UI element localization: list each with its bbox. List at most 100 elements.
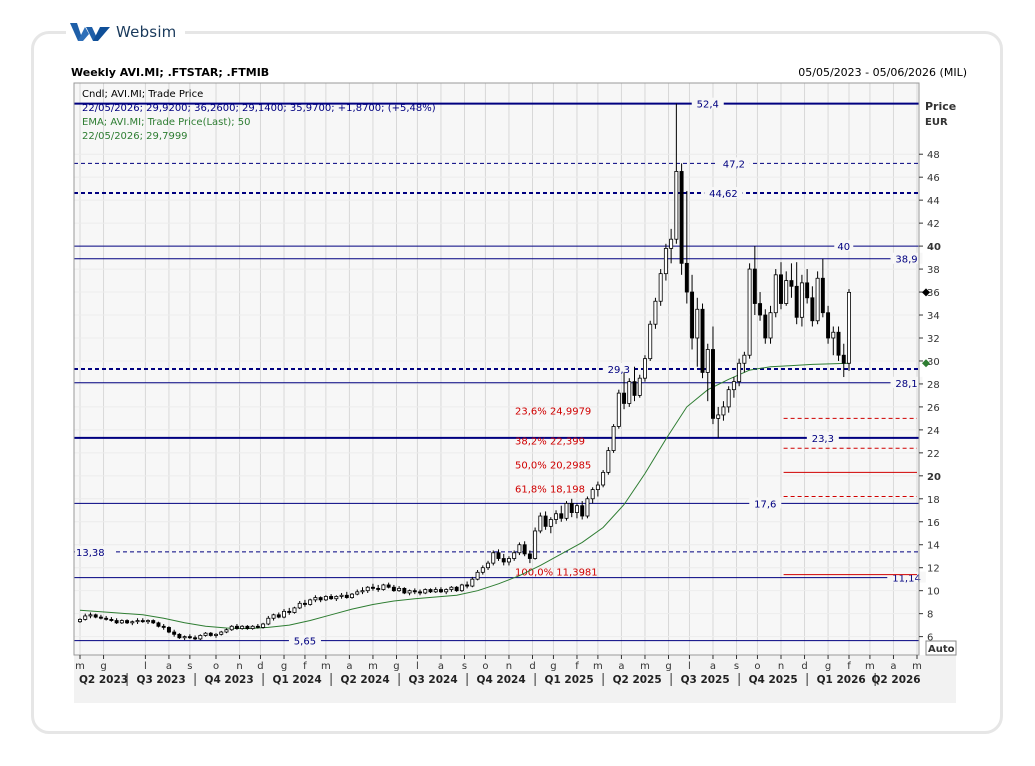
- level-label: 52,4: [697, 100, 719, 111]
- level-label: 47,2: [723, 159, 745, 170]
- candle-body: [595, 484, 600, 491]
- candle-body: [370, 586, 375, 589]
- candle-body: [151, 620, 156, 624]
- candle-body: [512, 552, 517, 559]
- level-label: 13,38: [76, 548, 105, 559]
- x-quarter-label: Q4 2025: [749, 674, 798, 686]
- candle-body: [255, 625, 260, 628]
- y-axis-title: Price: [925, 100, 956, 113]
- y-tick-label: 12: [927, 564, 940, 575]
- auto-button-box: [925, 640, 957, 656]
- y-tick-label: 6: [927, 633, 933, 644]
- candle-body: [187, 636, 192, 639]
- candle-body: [376, 587, 381, 590]
- candle-body: [350, 593, 354, 598]
- candle-body: [606, 450, 611, 473]
- level-label-bg: [717, 157, 750, 169]
- candle-body: [737, 362, 742, 383]
- level-label-bg: [834, 240, 854, 252]
- level-label-bg: [288, 634, 321, 646]
- candle-body: [768, 312, 773, 339]
- level-label-bg: [602, 363, 635, 374]
- candle-body: [292, 607, 297, 613]
- candle-body: [684, 262, 689, 293]
- x-month-label: a: [890, 661, 896, 672]
- level-label-bg: [890, 252, 923, 264]
- x-month-label: a: [438, 661, 444, 672]
- x-month-label: l: [688, 661, 691, 672]
- candle-body: [240, 625, 245, 629]
- candle-body: [543, 515, 548, 527]
- candle-body: [470, 578, 475, 587]
- x-quarter-label: Q2 2025: [613, 674, 662, 686]
- candle-body: [711, 349, 715, 419]
- candle-body: [454, 586, 459, 592]
- candle-body: [805, 282, 810, 299]
- candle-body: [554, 513, 559, 520]
- x-month-label: n: [236, 661, 242, 672]
- y-tick-label: 44: [927, 196, 940, 207]
- x-month-label: s: [734, 661, 739, 672]
- y-tick-label: 24: [927, 426, 940, 437]
- candle-body: [517, 544, 522, 554]
- candle-body: [88, 614, 93, 617]
- candle-body: [752, 268, 757, 304]
- candle-body: [533, 530, 538, 559]
- level-label-bg: [887, 571, 926, 583]
- level-label: 17,6: [754, 499, 776, 510]
- candle-body: [590, 489, 595, 500]
- candle-body: [847, 291, 851, 364]
- x-month-label: d: [529, 661, 535, 672]
- candle-body: [716, 414, 721, 419]
- x-month-label: s: [462, 661, 467, 672]
- candle-body: [428, 589, 433, 593]
- candle-body: [506, 558, 511, 563]
- candle-body: [438, 589, 443, 593]
- candle-body: [114, 620, 119, 624]
- candle-body: [475, 571, 480, 580]
- y-tick-label: 32: [927, 334, 940, 345]
- candle-body: [355, 591, 360, 595]
- x-month-label: d: [257, 661, 263, 672]
- x-month-label: a: [166, 661, 172, 672]
- auto-button[interactable]: Auto: [928, 644, 955, 655]
- candle-body: [564, 502, 569, 519]
- candle-body: [705, 349, 710, 373]
- x-quarter-label: Q1 2025: [545, 674, 594, 686]
- y-tick-label: 36: [927, 288, 940, 299]
- websim-logo[interactable]: Websim: [66, 19, 185, 45]
- level-label: 38,9: [895, 255, 917, 266]
- fib-label: 100,0% 11,3981: [515, 568, 598, 579]
- candle-body: [297, 602, 302, 609]
- x-month-label: l: [416, 661, 419, 672]
- candle-body: [459, 584, 464, 592]
- candle-body: [648, 323, 653, 360]
- x-month-label: l: [144, 661, 147, 672]
- x-month-label: g: [281, 661, 287, 672]
- level-label: 28,1: [895, 379, 917, 390]
- candle-body: [679, 171, 684, 264]
- x-month-label: m: [593, 661, 603, 672]
- x-month-label: f: [575, 661, 579, 672]
- candle-body: [784, 280, 789, 304]
- candle-body: [637, 377, 642, 396]
- candle-body: [391, 586, 396, 592]
- level-label: 29,3: [608, 365, 630, 376]
- candle-body: [658, 273, 663, 302]
- candle-body: [214, 633, 218, 636]
- candle-body: [522, 544, 527, 555]
- candle-body: [125, 620, 130, 624]
- candle-body: [172, 631, 177, 635]
- candle-body: [386, 584, 391, 588]
- candle-body: [742, 354, 747, 364]
- candle-body: [266, 617, 271, 625]
- candle-body: [140, 620, 145, 623]
- candle-body: [208, 632, 213, 636]
- level-label: 23,3: [812, 434, 834, 445]
- level-label-bg: [890, 376, 923, 388]
- candle-body: [250, 625, 255, 629]
- level-label-bg: [704, 187, 743, 199]
- candle-body: [313, 597, 318, 601]
- candle-body: [574, 505, 579, 513]
